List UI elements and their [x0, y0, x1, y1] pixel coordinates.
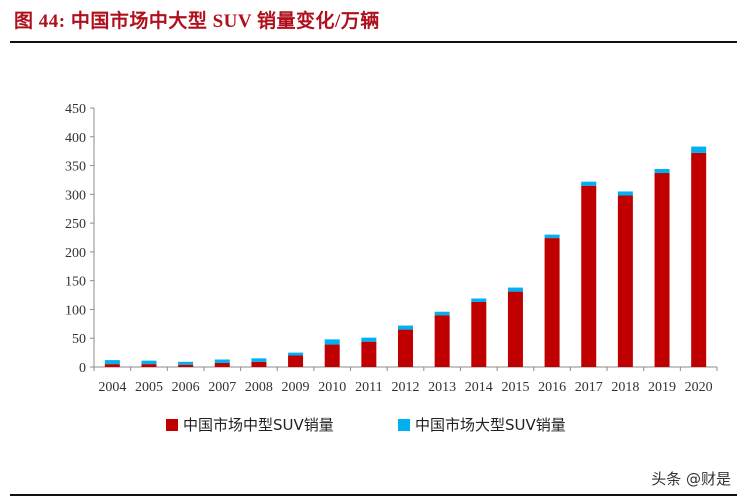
bar-mid-suv — [288, 355, 304, 367]
y-tick-label: 150 — [65, 275, 86, 290]
legend-label: 中国市场大型SUV销量 — [415, 416, 566, 434]
x-tick-label: 2013 — [428, 380, 456, 395]
y-tick-label: 300 — [65, 188, 86, 203]
bar-mid-suv — [251, 361, 267, 367]
y-tick-label: 450 — [65, 102, 86, 117]
y-tick-label: 400 — [65, 131, 86, 146]
x-tick-label: 2011 — [355, 380, 382, 395]
x-tick-label: 2016 — [538, 380, 566, 395]
bar-large-suv — [544, 234, 560, 239]
legend-label: 中国市场中型SUV销量 — [183, 416, 334, 434]
x-tick-label: 2014 — [465, 380, 493, 395]
bar-large-suv — [691, 146, 707, 153]
watermark: 头条 @财是 — [651, 470, 731, 488]
bar-mid-suv — [398, 329, 413, 367]
bar-mid-suv — [507, 291, 523, 367]
x-tick-label: 2017 — [575, 380, 603, 395]
bar-mid-suv — [141, 364, 157, 367]
legend-swatch — [166, 419, 178, 431]
bar-large-suv — [104, 360, 120, 365]
y-tick-label: 0 — [79, 361, 86, 376]
bar-mid-suv — [214, 362, 230, 367]
bar-large-suv — [288, 352, 304, 356]
bar-large-suv — [361, 337, 377, 342]
bar-large-suv — [654, 169, 670, 174]
top-rule — [10, 41, 737, 43]
x-tick-label: 2008 — [245, 380, 273, 395]
x-tick-label: 2015 — [501, 380, 529, 395]
bar-mid-suv — [544, 238, 560, 367]
bar-large-suv — [581, 181, 597, 186]
bar-large-suv — [251, 358, 267, 362]
y-tick-label: 350 — [65, 160, 86, 175]
bar-large-suv — [324, 339, 340, 345]
y-tick-label: 50 — [72, 332, 86, 347]
bar-mid-suv — [361, 341, 377, 367]
bar-large-suv — [471, 298, 487, 302]
bar-mid-suv — [324, 344, 340, 367]
bar-mid-suv — [581, 185, 597, 367]
x-tick-label: 2010 — [318, 380, 346, 395]
bar-large-suv — [507, 287, 523, 292]
figure-title: 图 44: 中国市场中大型 SUV 销量变化/万辆 — [14, 11, 380, 32]
y-tick-label: 100 — [65, 303, 86, 318]
x-tick-label: 2019 — [648, 380, 676, 395]
x-tick-label: 2004 — [98, 380, 126, 395]
x-tick-label: 2009 — [282, 380, 310, 395]
bar-large-suv — [141, 360, 157, 365]
x-tick-label: 2006 — [172, 380, 200, 395]
bar-mid-suv — [178, 364, 194, 367]
bar-mid-suv — [617, 195, 633, 367]
bar-mid-suv — [104, 364, 120, 367]
x-tick-label: 2018 — [611, 380, 639, 395]
bar-large-suv — [214, 359, 230, 363]
bar-mid-suv — [471, 301, 487, 367]
legend-swatch — [398, 419, 410, 431]
y-tick-label: 250 — [65, 217, 86, 232]
bottom-rule — [10, 494, 737, 496]
bar-large-suv — [398, 325, 413, 330]
x-tick-label: 2020 — [685, 380, 713, 395]
bar-mid-suv — [691, 152, 707, 367]
bar-mid-suv — [654, 173, 670, 367]
y-tick-label: 200 — [65, 246, 86, 261]
x-tick-label: 2007 — [208, 380, 236, 395]
bar-mid-suv — [434, 315, 450, 367]
x-tick-label: 2012 — [392, 380, 420, 395]
bar-large-suv — [617, 191, 633, 196]
bar-large-suv — [434, 311, 450, 316]
x-tick-label: 2005 — [135, 380, 163, 395]
bar-large-suv — [178, 361, 194, 365]
